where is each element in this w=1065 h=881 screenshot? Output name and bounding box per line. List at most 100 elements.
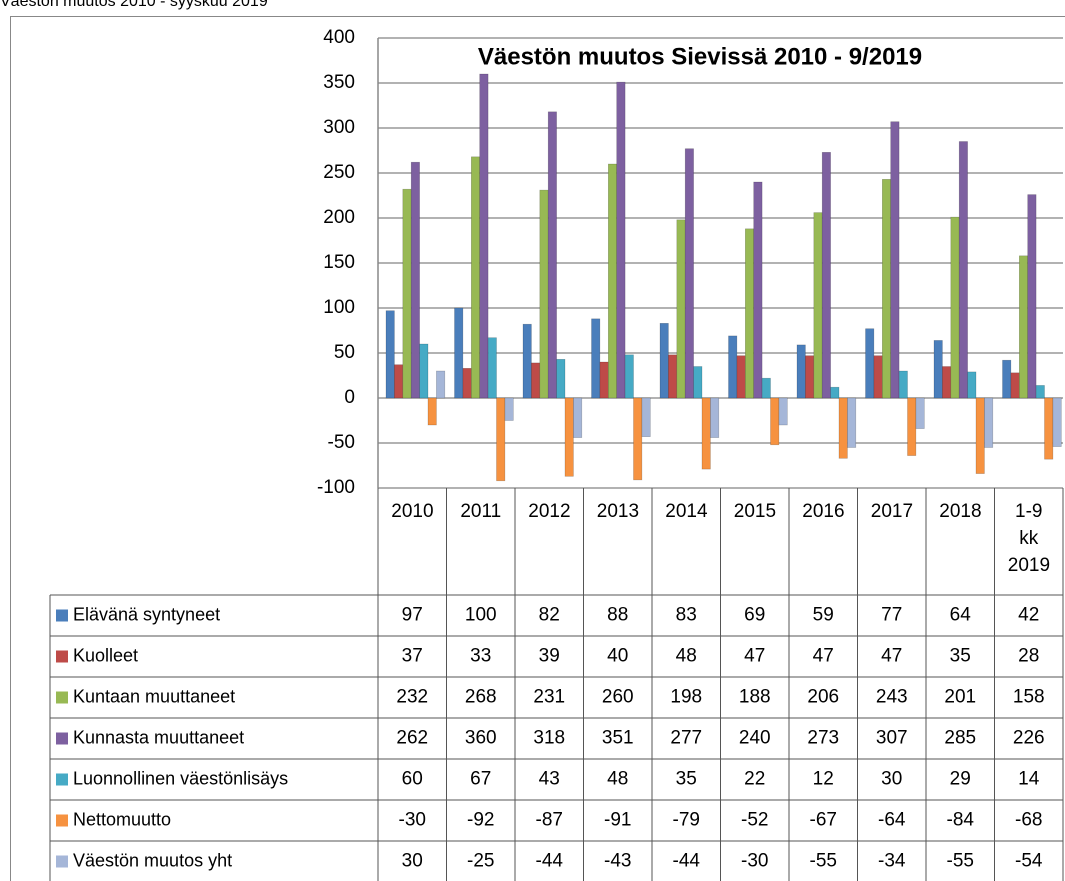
table-cell: 12	[813, 769, 834, 790]
table-cell: 97	[402, 605, 423, 626]
table-cell: -34	[878, 851, 906, 872]
table-cell: -30	[399, 810, 426, 831]
table-cell: -44	[536, 851, 564, 872]
bar	[907, 397, 917, 456]
x-tick-label: 2017	[870, 501, 914, 522]
table-cell: 273	[807, 728, 839, 749]
bar	[950, 216, 960, 399]
table-cell: 201	[944, 687, 976, 708]
table-cell: 47	[881, 646, 902, 667]
bar	[641, 397, 651, 438]
table-cell: 188	[739, 687, 771, 708]
table-cell: 43	[539, 769, 560, 790]
bar	[942, 366, 952, 399]
bar	[470, 156, 480, 399]
bar	[633, 397, 643, 481]
x-tick-label-box: 2011	[460, 501, 502, 522]
table-cell: 243	[876, 687, 908, 708]
bar	[881, 179, 891, 399]
table-cell: -91	[604, 810, 631, 831]
x-tick-label-box: 2013	[596, 501, 640, 522]
bar	[385, 310, 395, 399]
bar	[436, 370, 446, 399]
legend-label: Elävänä syntyneet	[73, 604, 220, 624]
bar	[616, 81, 626, 399]
y-tick-label: -50	[328, 432, 355, 453]
table-cell: 42	[1018, 605, 1039, 626]
x-tick-label: 2016	[802, 501, 845, 522]
bar	[1044, 397, 1054, 460]
table-cell: -44	[673, 851, 701, 872]
x-tick-label: 2012	[528, 501, 571, 522]
bar	[847, 397, 857, 448]
table-cell: -43	[604, 851, 631, 872]
legend-swatch	[56, 814, 68, 827]
y-tick-label: 250	[323, 162, 355, 183]
table-cell: 307	[876, 728, 908, 749]
bar	[890, 121, 900, 399]
bar	[967, 371, 977, 399]
bar	[693, 366, 703, 399]
legend-label: Nettomuutto	[73, 809, 171, 829]
table-cell: 232	[396, 687, 428, 708]
bar	[1035, 385, 1045, 399]
y-tick-label: 50	[334, 342, 355, 363]
legend-label: Kunnasta muuttaneet	[73, 727, 244, 747]
bar	[556, 358, 566, 399]
bar	[394, 364, 404, 399]
table-cell: 22	[744, 769, 765, 790]
bar	[496, 397, 506, 482]
table-cell: 285	[944, 728, 976, 749]
table-cell: 35	[950, 646, 971, 667]
table-cell: -87	[536, 810, 563, 831]
bar	[547, 111, 557, 399]
bar	[1018, 255, 1028, 399]
bar	[607, 163, 617, 399]
table-cell: 14	[1018, 769, 1040, 790]
table-cell: 64	[950, 605, 972, 626]
bar	[796, 344, 806, 399]
bar	[402, 188, 412, 399]
table-cell: -67	[810, 810, 837, 831]
caption: Väestön muutos 2010 - syyskuu 2019	[0, 0, 268, 10]
table-cell: 48	[676, 646, 697, 667]
table-cell: 318	[533, 728, 565, 749]
bar	[684, 148, 694, 399]
bar	[710, 397, 720, 438]
table-cell: 268	[465, 687, 497, 708]
bar	[1027, 194, 1037, 399]
x-tick-label-box: 2010	[391, 501, 433, 522]
legend-label: Väestön muutos yht	[73, 850, 232, 870]
bar	[462, 367, 472, 399]
x-tick-label-box: 2017	[870, 501, 914, 522]
table-cell: 82	[539, 605, 560, 626]
bar	[599, 361, 609, 399]
table-cell: 351	[602, 728, 634, 749]
bar	[865, 328, 875, 399]
bar	[821, 152, 831, 399]
table-cell: 39	[539, 646, 560, 667]
table-cell: -25	[467, 851, 494, 872]
bar	[898, 370, 908, 399]
legend-swatch	[56, 732, 68, 745]
table-cell: 60	[402, 769, 423, 790]
legend-swatch	[56, 691, 68, 704]
table-cell: 206	[807, 687, 839, 708]
bar	[701, 397, 711, 470]
x-tick-label-box: 2015	[734, 501, 776, 522]
table-cell: 83	[676, 605, 697, 626]
legend-swatch	[56, 773, 68, 786]
bar	[915, 397, 925, 429]
bar	[984, 397, 994, 448]
x-tick-label: 2013	[596, 501, 640, 522]
x-tick-label: 2018	[939, 501, 982, 522]
x-tick-label: 2011	[460, 501, 502, 522]
table-cell: 37	[402, 646, 423, 667]
bar	[933, 340, 943, 399]
bar	[522, 323, 532, 399]
table-cell: -54	[1015, 851, 1043, 872]
x-tick-label: 1-9 kk 2019	[1007, 501, 1051, 576]
bar	[659, 322, 669, 399]
table-cell: 48	[607, 769, 628, 790]
table-cell: 33	[470, 646, 491, 667]
